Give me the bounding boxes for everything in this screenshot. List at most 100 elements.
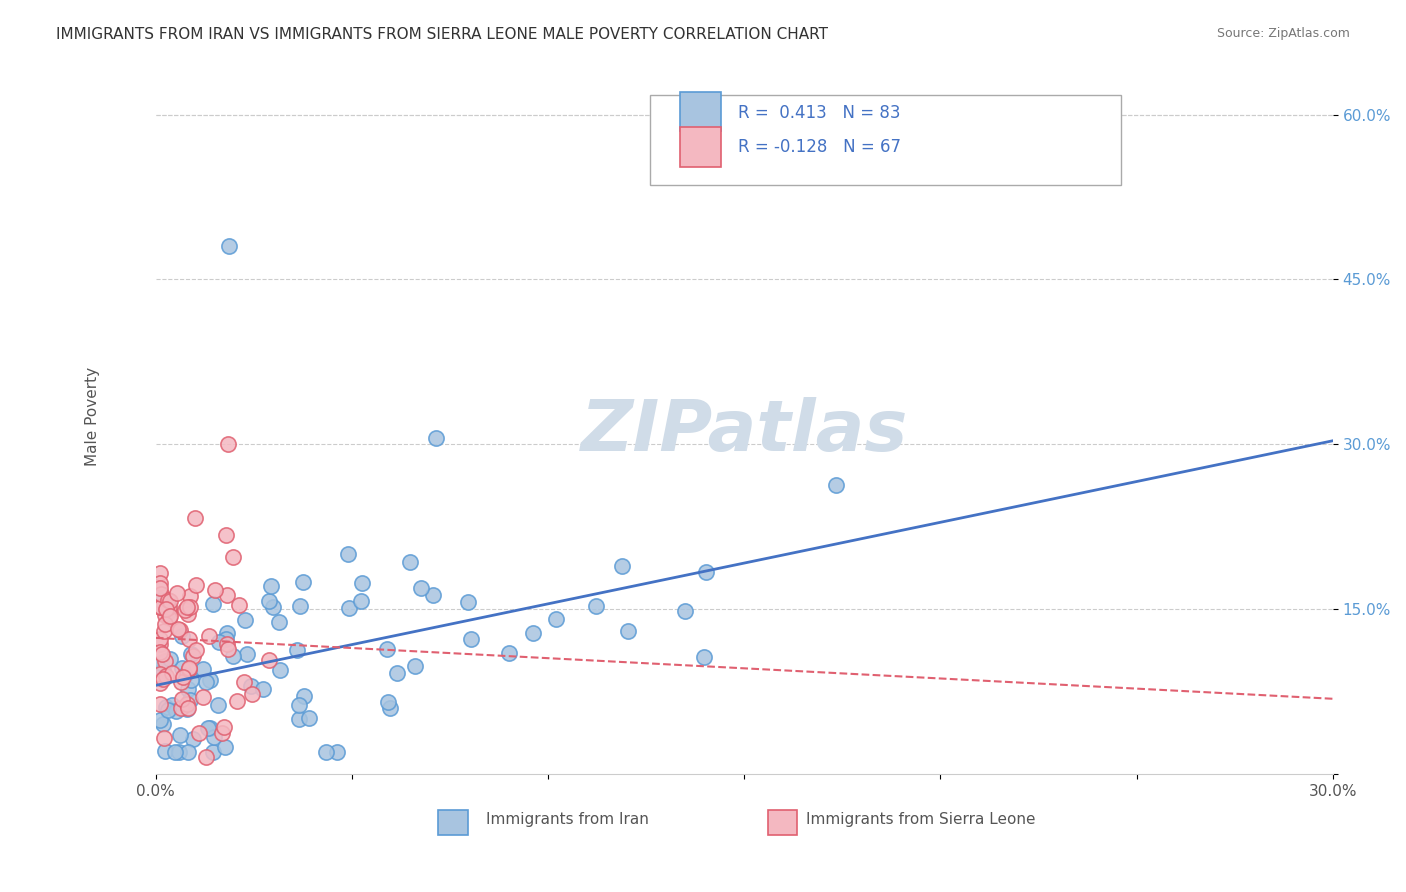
- FancyBboxPatch shape: [439, 810, 468, 835]
- Text: Immigrants from Iran: Immigrants from Iran: [486, 812, 650, 827]
- Point: [404, 659, 426, 673]
- Point: [337, 547, 360, 561]
- Point: [159, 593, 181, 607]
- Point: [177, 700, 200, 714]
- Point: [326, 745, 349, 759]
- Point: [673, 604, 696, 618]
- Point: [257, 594, 280, 608]
- Point: [315, 745, 337, 759]
- Point: [352, 575, 374, 590]
- FancyBboxPatch shape: [650, 95, 1121, 185]
- Point: [179, 693, 201, 707]
- Point: [825, 478, 848, 492]
- Point: [155, 654, 177, 668]
- Point: [617, 624, 640, 638]
- Point: [193, 690, 215, 705]
- Point: [337, 601, 360, 615]
- Point: [152, 672, 174, 686]
- Point: [149, 666, 172, 681]
- Point: [150, 600, 173, 615]
- Point: [172, 692, 194, 706]
- Point: [269, 663, 291, 677]
- Point: [155, 669, 177, 683]
- Point: [222, 649, 245, 664]
- Point: [177, 607, 200, 621]
- Point: [198, 722, 221, 736]
- Point: [218, 239, 240, 253]
- Point: [176, 681, 198, 696]
- Point: [217, 626, 239, 640]
- Point: [153, 731, 176, 745]
- Text: ZIPatlas: ZIPatlas: [581, 397, 908, 466]
- Point: [152, 717, 174, 731]
- Point: [693, 649, 716, 664]
- Point: [378, 701, 401, 715]
- Point: [152, 664, 174, 678]
- Point: [201, 597, 224, 611]
- Point: [176, 697, 198, 711]
- Point: [217, 437, 239, 451]
- Text: Source: ZipAtlas.com: Source: ZipAtlas.com: [1216, 27, 1350, 40]
- Point: [174, 668, 197, 682]
- Point: [170, 675, 193, 690]
- Point: [157, 599, 180, 614]
- Point: [186, 578, 208, 592]
- FancyBboxPatch shape: [679, 92, 721, 131]
- Point: [155, 700, 177, 714]
- Point: [217, 637, 239, 651]
- Point: [194, 675, 217, 690]
- Point: [409, 581, 432, 595]
- Point: [177, 662, 200, 676]
- Point: [228, 598, 250, 612]
- Point: [257, 653, 280, 667]
- Text: Immigrants from Sierra Leone: Immigrants from Sierra Leone: [806, 812, 1036, 827]
- Point: [149, 645, 172, 659]
- Point: [291, 574, 314, 589]
- Point: [260, 579, 283, 593]
- Point: [184, 510, 207, 524]
- Point: [149, 593, 172, 607]
- Point: [242, 687, 264, 701]
- Point: [153, 608, 176, 623]
- Point: [149, 566, 172, 580]
- Point: [288, 599, 311, 614]
- Point: [149, 676, 172, 690]
- Point: [233, 614, 256, 628]
- Point: [285, 643, 308, 657]
- Point: [222, 550, 245, 565]
- Point: [149, 599, 172, 614]
- Point: [288, 712, 311, 726]
- Point: [155, 602, 177, 616]
- Point: [172, 629, 194, 643]
- Point: [156, 703, 179, 717]
- Point: [177, 745, 200, 759]
- Point: [181, 732, 204, 747]
- Point: [180, 648, 202, 662]
- Point: [217, 642, 239, 657]
- Point: [240, 679, 263, 693]
- Point: [160, 666, 183, 681]
- Point: [157, 604, 180, 618]
- Point: [150, 656, 173, 670]
- Point: [695, 565, 717, 579]
- Point: [292, 689, 315, 703]
- Point: [267, 615, 290, 630]
- Point: [160, 698, 183, 713]
- Point: [298, 711, 321, 725]
- Point: [177, 661, 200, 675]
- Point: [149, 637, 172, 651]
- Point: [217, 588, 239, 602]
- Point: [150, 647, 173, 661]
- Point: [159, 652, 181, 666]
- Point: [179, 589, 201, 603]
- Point: [522, 626, 544, 640]
- Text: R = -0.128   N = 67: R = -0.128 N = 67: [738, 138, 901, 156]
- Point: [169, 624, 191, 638]
- Point: [460, 632, 482, 646]
- Point: [181, 649, 204, 664]
- Text: IMMIGRANTS FROM IRAN VS IMMIGRANTS FROM SIERRA LEONE MALE POVERTY CORRELATION CH: IMMIGRANTS FROM IRAN VS IMMIGRANTS FROM …: [56, 27, 828, 42]
- Point: [198, 629, 221, 643]
- Point: [262, 600, 284, 615]
- Point: [157, 610, 180, 624]
- Point: [169, 745, 191, 759]
